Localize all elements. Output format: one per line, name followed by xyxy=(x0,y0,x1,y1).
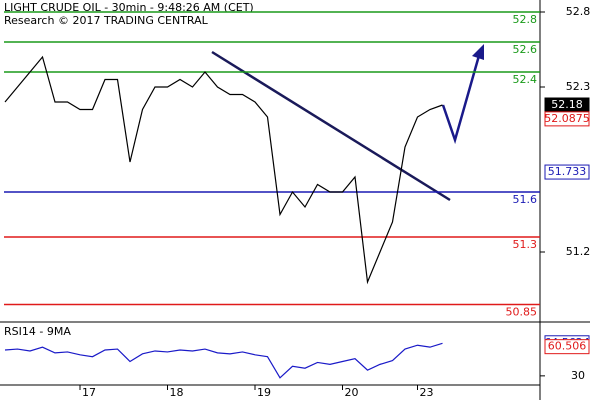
price-marker xyxy=(544,111,590,127)
y-tick-label: 52.8 xyxy=(566,5,590,18)
level-label: 52.8 xyxy=(513,13,538,26)
x-tick-label: 18 xyxy=(170,386,184,399)
y-tick-label: 30 xyxy=(571,369,585,382)
chart-subtitle: Research © 2017 TRADING CENTRAL xyxy=(4,14,209,27)
level-label: 51.3 xyxy=(513,238,538,251)
price-marker-label: 52.0875 xyxy=(544,112,590,125)
arrow-head xyxy=(472,44,484,60)
price-marker-label: 51.733 xyxy=(548,165,587,178)
y-tick-label: 51.2 xyxy=(566,245,590,258)
level-label: 51.6 xyxy=(513,193,538,206)
trend-line xyxy=(211,50,451,202)
level-label: 52.6 xyxy=(513,43,538,56)
level-label: 52.4 xyxy=(513,73,538,86)
x-tick-label: 20 xyxy=(345,386,359,399)
x-tick-label: 23 xyxy=(420,386,434,399)
series-line xyxy=(4,342,443,379)
forecast-arrow xyxy=(441,51,482,145)
price-marker-label: 52.18 xyxy=(551,98,583,111)
rsi-title: RSI14 - 9MA xyxy=(4,325,71,338)
x-tick-label: 19 xyxy=(257,386,271,399)
price-marker xyxy=(544,339,590,355)
price-marker-label: 60.506 xyxy=(548,340,587,353)
chart-title: LIGHT CRUDE OIL - 30min - 9:48:26 AM (CE… xyxy=(4,1,254,14)
x-tick-label: 17 xyxy=(82,386,96,399)
price-marker xyxy=(544,164,590,180)
level-label: 50.85 xyxy=(506,306,538,319)
series-line xyxy=(4,55,443,285)
y-tick-label: 52.3 xyxy=(566,80,590,93)
